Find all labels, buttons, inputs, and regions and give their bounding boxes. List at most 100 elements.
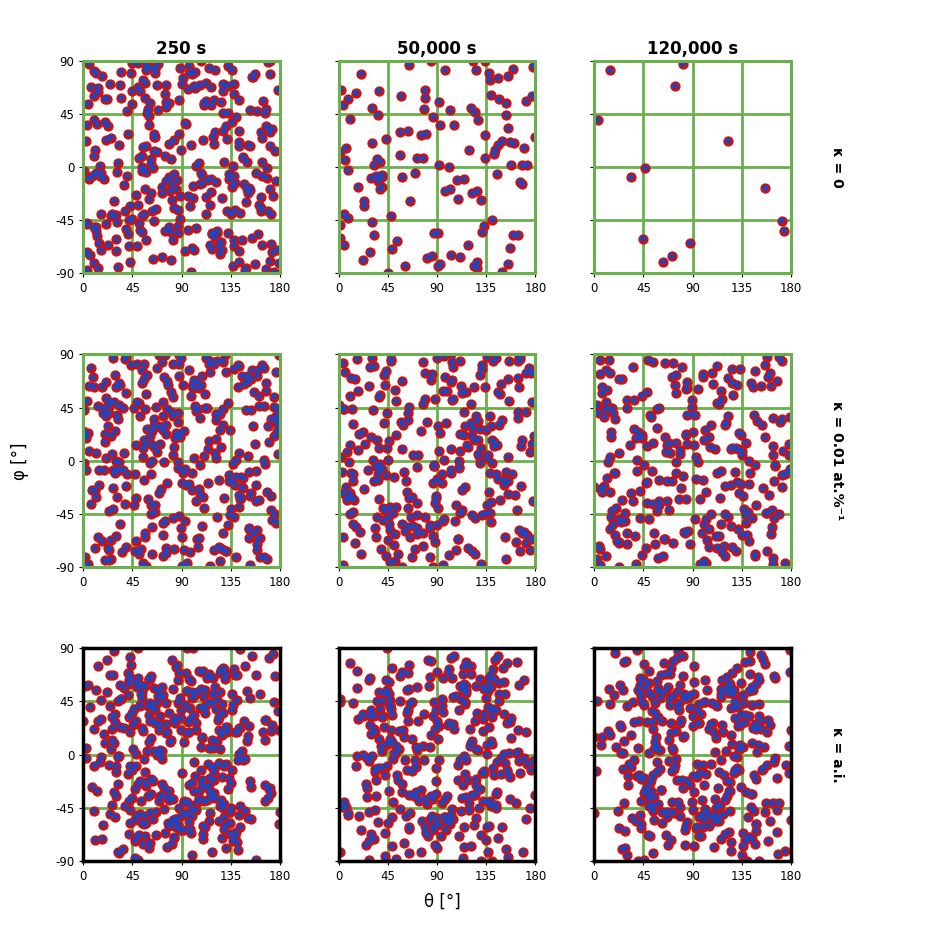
Point [646, 354, 660, 369]
Point [709, 697, 723, 712]
Point [494, 377, 509, 392]
Point [727, 710, 742, 725]
Point [482, 73, 497, 88]
Point [86, 88, 101, 103]
Point [395, 373, 410, 388]
Point [243, 403, 258, 418]
Point [139, 139, 154, 154]
Point [690, 703, 705, 718]
Point [475, 362, 489, 377]
Point [391, 547, 406, 562]
Point [186, 451, 201, 466]
Point [86, 722, 101, 736]
Point [442, 103, 457, 118]
Point [367, 724, 382, 739]
Point [220, 105, 235, 120]
Point [480, 498, 495, 513]
Point [242, 691, 257, 706]
Point [154, 690, 169, 705]
Point [272, 816, 287, 831]
Point [383, 522, 398, 537]
Point [173, 429, 188, 444]
Point [117, 352, 132, 367]
Point [472, 801, 487, 816]
Point [105, 797, 119, 812]
Point [702, 809, 717, 824]
Point [653, 690, 668, 705]
Point [631, 682, 646, 697]
Point [117, 352, 132, 367]
Point [731, 719, 746, 734]
Point [135, 363, 150, 378]
Point [363, 708, 377, 723]
Point [770, 803, 784, 817]
Point [153, 437, 167, 452]
Point [722, 775, 737, 789]
Point [253, 531, 267, 546]
Point [205, 695, 220, 710]
Point [143, 156, 158, 171]
Point [197, 701, 212, 716]
Point [722, 675, 736, 690]
Point [738, 507, 753, 522]
Point [117, 177, 131, 192]
Point [177, 795, 191, 810]
Point [692, 716, 707, 731]
Point [481, 683, 496, 698]
Point [136, 441, 151, 456]
Point [783, 462, 797, 477]
Point [431, 719, 446, 734]
Point [685, 803, 700, 817]
Point [171, 428, 186, 443]
Point [698, 485, 713, 500]
Point [350, 352, 364, 367]
Point [184, 482, 199, 497]
Point [179, 684, 194, 699]
Point [180, 188, 195, 203]
Point [672, 442, 687, 457]
Point [108, 789, 123, 803]
Point [677, 690, 692, 705]
Point [133, 697, 148, 712]
Point [196, 133, 211, 148]
Point [698, 556, 713, 571]
Point [266, 695, 281, 709]
Point [154, 180, 169, 195]
Point [119, 103, 134, 118]
Point [763, 814, 778, 829]
Point [145, 772, 160, 787]
Point [179, 726, 194, 741]
Point [138, 525, 153, 540]
Point [409, 785, 424, 800]
Point [759, 758, 774, 773]
Point [180, 82, 195, 97]
Point [409, 785, 424, 800]
Point [750, 413, 765, 428]
Point [159, 726, 174, 741]
Point [164, 385, 179, 399]
Point [340, 163, 355, 178]
Point [166, 792, 180, 807]
Point [752, 721, 767, 735]
Point [161, 816, 176, 830]
Point [351, 383, 365, 398]
Point [765, 796, 780, 811]
Point [778, 556, 793, 571]
Point [481, 818, 496, 833]
Point [212, 685, 227, 700]
Point [350, 681, 364, 695]
Point [184, 684, 199, 699]
Point [729, 761, 744, 776]
Point [113, 378, 128, 393]
Point [409, 739, 424, 754]
Point [669, 454, 684, 469]
Point [138, 829, 153, 843]
Point [100, 685, 115, 700]
Point [339, 492, 354, 507]
Point [184, 241, 199, 256]
Point [251, 532, 265, 546]
Point [382, 500, 397, 515]
Point [438, 415, 453, 430]
Point [763, 718, 778, 733]
Point [203, 784, 217, 799]
